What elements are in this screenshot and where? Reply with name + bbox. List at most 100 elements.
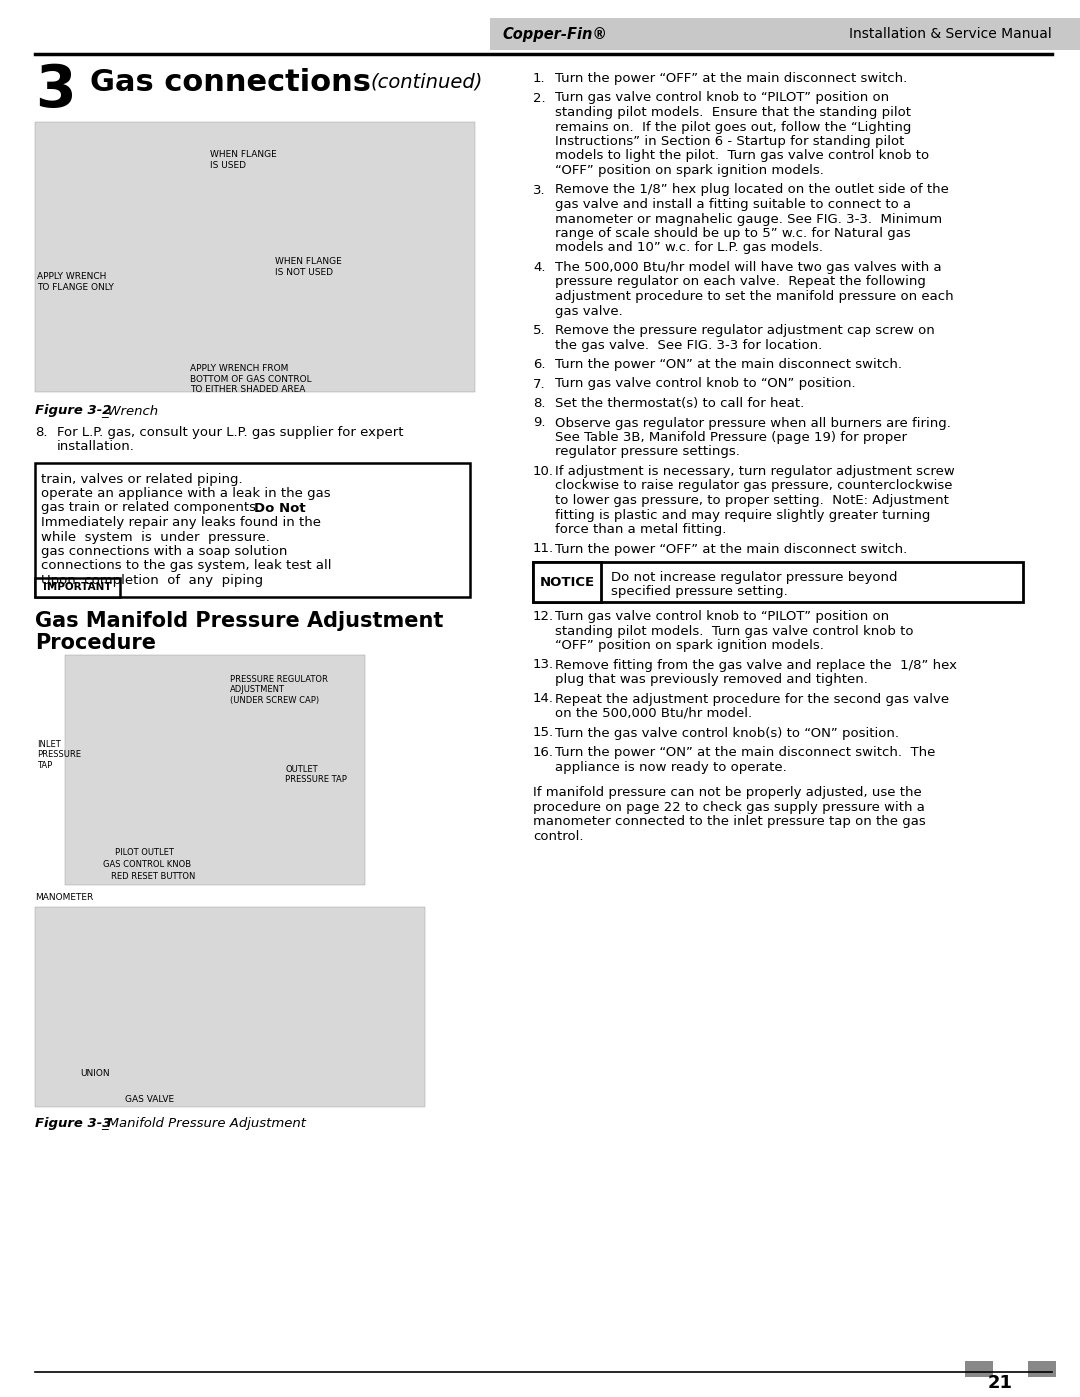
Text: (continued): (continued) xyxy=(370,73,483,91)
Text: “OFF” position on spark ignition models.: “OFF” position on spark ignition models. xyxy=(555,163,824,177)
Text: Turn the power “ON” at the main disconnect switch.  The: Turn the power “ON” at the main disconne… xyxy=(555,746,935,759)
Text: WHEN FLANGE
IS USED: WHEN FLANGE IS USED xyxy=(210,149,276,170)
Text: UNION: UNION xyxy=(80,1069,110,1078)
Text: APPLY WRENCH FROM
BOTTOM OF GAS CONTROL
TO EITHER SHADED AREA: APPLY WRENCH FROM BOTTOM OF GAS CONTROL … xyxy=(190,365,312,394)
Text: If adjustment is necessary, turn regulator adjustment screw: If adjustment is necessary, turn regulat… xyxy=(555,465,955,478)
Text: gas valve.: gas valve. xyxy=(555,305,623,317)
Text: connections to the gas system, leak test all: connections to the gas system, leak test… xyxy=(41,560,332,573)
Text: Copper-Fin®: Copper-Fin® xyxy=(502,27,607,42)
Text: IMPORTANT: IMPORTANT xyxy=(43,583,112,592)
Text: procedure on page 22 to check gas supply pressure with a: procedure on page 22 to check gas supply… xyxy=(534,800,924,813)
Text: Remove the pressure regulator adjustment cap screw on: Remove the pressure regulator adjustment… xyxy=(555,324,935,337)
Text: WHEN FLANGE
IS NOT USED: WHEN FLANGE IS NOT USED xyxy=(275,257,341,277)
Text: 21: 21 xyxy=(987,1375,1013,1391)
Text: 6.: 6. xyxy=(534,358,545,372)
Text: INLET
PRESSURE
TAP: INLET PRESSURE TAP xyxy=(37,740,81,770)
Text: operate an appliance with a leak in the gas: operate an appliance with a leak in the … xyxy=(41,488,330,500)
Bar xyxy=(966,1361,993,1377)
Text: _Manifold Pressure Adjustment: _Manifold Pressure Adjustment xyxy=(102,1118,306,1130)
Text: NOTICE: NOTICE xyxy=(539,576,595,588)
Text: gas connections with a soap solution: gas connections with a soap solution xyxy=(41,545,287,557)
Text: GAS CONTROL KNOB: GAS CONTROL KNOB xyxy=(103,861,191,869)
Text: PILOT OUTLET: PILOT OUTLET xyxy=(114,848,174,856)
Text: Figure 3-3: Figure 3-3 xyxy=(35,1118,111,1130)
Bar xyxy=(35,578,120,597)
Text: Do Not: Do Not xyxy=(254,502,306,514)
Text: Turn gas valve control knob to “PILOT” position on: Turn gas valve control knob to “PILOT” p… xyxy=(555,610,889,623)
Text: models to light the pilot.  Turn gas valve control knob to: models to light the pilot. Turn gas valv… xyxy=(555,149,929,162)
Text: Figure 3-2: Figure 3-2 xyxy=(35,404,111,416)
Text: the gas valve.  See FIG. 3-3 for location.: the gas valve. See FIG. 3-3 for location… xyxy=(555,338,822,352)
Text: pressure regulator on each valve.  Repeat the following: pressure regulator on each valve. Repeat… xyxy=(555,275,926,289)
Text: Set the thermostat(s) to call for heat.: Set the thermostat(s) to call for heat. xyxy=(555,397,805,409)
Text: 15.: 15. xyxy=(534,726,554,739)
Text: 14.: 14. xyxy=(534,693,554,705)
Text: manometer connected to the inlet pressure tap on the gas: manometer connected to the inlet pressur… xyxy=(534,814,926,828)
Text: clockwise to raise regulator gas pressure, counterclockwise: clockwise to raise regulator gas pressur… xyxy=(555,479,953,493)
Text: models and 10” w.c. for L.P. gas models.: models and 10” w.c. for L.P. gas models. xyxy=(555,242,823,254)
Text: 3: 3 xyxy=(35,61,76,119)
Text: force than a metal fitting.: force than a metal fitting. xyxy=(555,522,727,536)
Text: Gas Manifold Pressure Adjustment: Gas Manifold Pressure Adjustment xyxy=(35,610,444,631)
Text: Remove fitting from the gas valve and replace the  1/8” hex: Remove fitting from the gas valve and re… xyxy=(555,658,957,672)
Text: 8.: 8. xyxy=(534,397,545,409)
Text: “OFF” position on spark ignition models.: “OFF” position on spark ignition models. xyxy=(555,638,824,652)
Text: to lower gas pressure, to proper setting.  NotE: Adjustment: to lower gas pressure, to proper setting… xyxy=(555,495,949,507)
Text: The 500,000 Btu/hr model will have two gas valves with a: The 500,000 Btu/hr model will have two g… xyxy=(555,261,942,274)
Text: Installation & Service Manual: Installation & Service Manual xyxy=(849,27,1052,41)
Text: OUTLET
PRESSURE TAP: OUTLET PRESSURE TAP xyxy=(285,766,347,784)
Text: 1.: 1. xyxy=(534,73,545,85)
Bar xyxy=(534,562,600,602)
Text: 10.: 10. xyxy=(534,465,554,478)
Text: Turn gas valve control knob to “PILOT” position on: Turn gas valve control knob to “PILOT” p… xyxy=(555,91,889,105)
Bar xyxy=(490,18,1080,50)
Bar xyxy=(65,655,365,886)
Text: Turn the power “ON” at the main disconnect switch.: Turn the power “ON” at the main disconne… xyxy=(555,358,902,372)
Text: For L.P. gas, consult your L.P. gas supplier for expert: For L.P. gas, consult your L.P. gas supp… xyxy=(57,426,404,439)
Text: Immediately repair any leaks found in the: Immediately repair any leaks found in th… xyxy=(41,515,321,529)
Text: Procedure: Procedure xyxy=(35,633,156,652)
Text: gas valve and install a fitting suitable to connect to a: gas valve and install a fitting suitable… xyxy=(555,198,912,211)
Text: APPLY WRENCH
TO FLANGE ONLY: APPLY WRENCH TO FLANGE ONLY xyxy=(37,272,113,292)
Text: fitting is plastic and may require slightly greater turning: fitting is plastic and may require sligh… xyxy=(555,509,930,521)
Text: on the 500,000 Btu/hr model.: on the 500,000 Btu/hr model. xyxy=(555,707,752,719)
Bar xyxy=(35,907,426,1106)
Text: Repeat the adjustment procedure for the second gas valve: Repeat the adjustment procedure for the … xyxy=(555,693,949,705)
Text: Do not increase regulator pressure beyond: Do not increase regulator pressure beyon… xyxy=(611,571,897,584)
Text: gas train or related components.: gas train or related components. xyxy=(41,502,269,514)
Text: 5.: 5. xyxy=(534,324,545,337)
Text: train, valves or related piping.: train, valves or related piping. xyxy=(41,472,243,486)
Text: Turn gas valve control knob to “ON” position.: Turn gas valve control knob to “ON” posi… xyxy=(555,377,855,391)
Text: 12.: 12. xyxy=(534,610,554,623)
Text: Observe gas regulator pressure when all burners are firing.: Observe gas regulator pressure when all … xyxy=(555,416,950,429)
Text: while  system  is  under  pressure.: while system is under pressure. xyxy=(41,531,270,543)
Text: standing pilot models.  Ensure that the standing pilot: standing pilot models. Ensure that the s… xyxy=(555,106,912,119)
Text: manometer or magnahelic gauge. See FIG. 3-3.  Minimum: manometer or magnahelic gauge. See FIG. … xyxy=(555,212,942,225)
Text: 4.: 4. xyxy=(534,261,545,274)
Bar xyxy=(35,462,470,597)
Text: Turn the gas valve control knob(s) to “ON” position.: Turn the gas valve control knob(s) to “O… xyxy=(555,726,899,739)
Text: specified pressure setting.: specified pressure setting. xyxy=(611,585,787,598)
Text: Upon  completion  of  any  piping: Upon completion of any piping xyxy=(41,574,264,587)
Text: 8.: 8. xyxy=(35,426,48,439)
Text: plug that was previously removed and tighten.: plug that was previously removed and tig… xyxy=(555,673,868,686)
Text: 11.: 11. xyxy=(534,542,554,556)
Text: 7.: 7. xyxy=(534,377,545,391)
Text: MANOMETER: MANOMETER xyxy=(35,893,93,902)
Text: If manifold pressure can not be properly adjusted, use the: If manifold pressure can not be properly… xyxy=(534,787,921,799)
Text: standing pilot models.  Turn gas valve control knob to: standing pilot models. Turn gas valve co… xyxy=(555,624,914,637)
Text: control.: control. xyxy=(534,830,583,842)
Text: See Table 3B, Manifold Pressure (page 19) for proper: See Table 3B, Manifold Pressure (page 19… xyxy=(555,432,907,444)
Text: adjustment procedure to set the manifold pressure on each: adjustment procedure to set the manifold… xyxy=(555,291,954,303)
Text: _Wrench: _Wrench xyxy=(102,404,158,416)
Text: Instructions” in Section 6 - Startup for standing pilot: Instructions” in Section 6 - Startup for… xyxy=(555,136,904,148)
Text: range of scale should be up to 5” w.c. for Natural gas: range of scale should be up to 5” w.c. f… xyxy=(555,226,910,240)
Text: Turn the power “OFF” at the main disconnect switch.: Turn the power “OFF” at the main disconn… xyxy=(555,73,907,85)
Bar xyxy=(35,122,475,393)
Text: RED RESET BUTTON: RED RESET BUTTON xyxy=(111,872,195,882)
Text: remains on.  If the pilot goes out, follow the “Lighting: remains on. If the pilot goes out, follo… xyxy=(555,120,912,134)
Text: 9.: 9. xyxy=(534,416,545,429)
Text: GAS VALVE: GAS VALVE xyxy=(125,1095,174,1104)
Bar xyxy=(1028,1361,1056,1377)
Text: Remove the 1/8” hex plug located on the outlet side of the: Remove the 1/8” hex plug located on the … xyxy=(555,183,949,197)
